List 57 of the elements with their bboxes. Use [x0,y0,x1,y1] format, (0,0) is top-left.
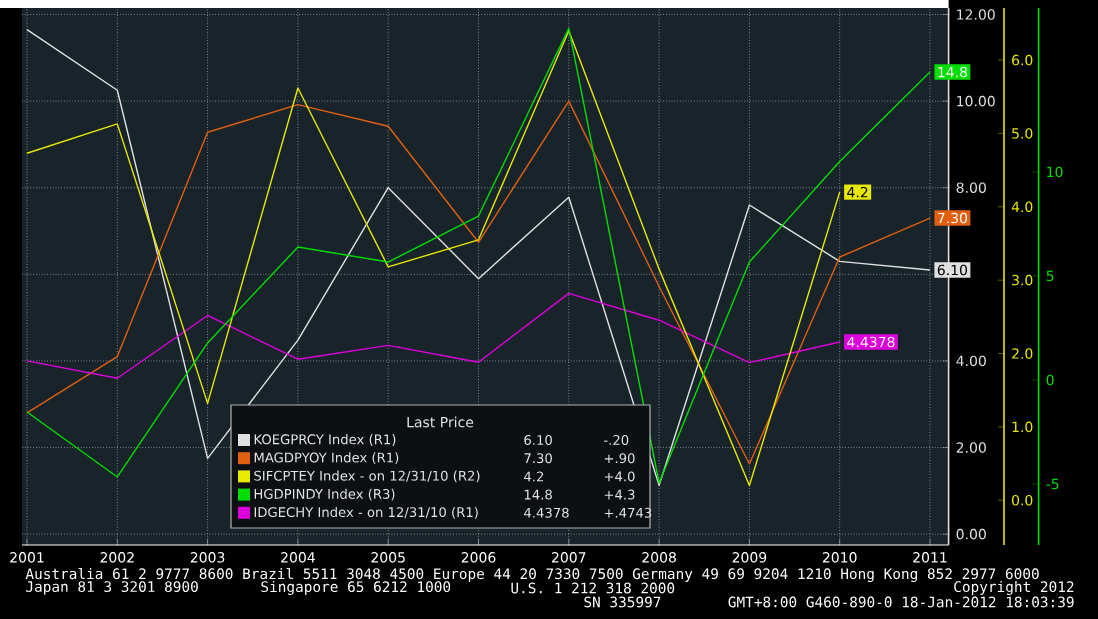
x-tick-label: 2004 [281,552,315,563]
x-tick-label: 2011 [913,552,947,563]
text: Japan 81 3 3201 8900 [26,581,198,595]
x-tick-label: 2006 [461,552,496,563]
y-tick-label: 0.00 [956,528,986,540]
y-tick-label: 10.00 [957,95,995,107]
annotation: +4.3 [604,489,635,500]
text: U.S. 1 212 318 2000 [511,582,675,594]
x-tick-label: 2008 [642,552,676,563]
legend-label: KOEGPRCY Index (R1) [254,434,396,446]
annotation: +4.0 [604,471,635,482]
line-series [26,100,931,465]
text: Singapore 65 6212 1000 [261,580,451,596]
y3-tick-label: 5 [1046,270,1054,282]
x-tick-label: 2001 [10,552,44,563]
y-tick-label: 2.00 [956,442,986,453]
text: SN 335997 [584,596,661,608]
x-tick-label: 2005 [371,552,405,563]
y2-tick-label: 3.0 [1012,274,1033,286]
text: Copyright 2012 [954,580,1074,596]
legend-label: MAGDPYOY Index (R1) [254,452,399,465]
line-series [26,292,841,379]
legend-label: HGDPINDY Index (R3) [254,488,395,501]
text: 6.10 [524,435,552,445]
x-tick-label: 2003 [190,552,225,563]
y3-tick-label: 10 [1047,166,1063,178]
data-label: 7.30 [937,212,968,224]
x-tick-label: 2010 [822,552,857,563]
data-label: 4.2 [847,186,868,198]
text: 14.8 [524,489,552,500]
legend-title: Last Price [407,416,474,428]
x-tick-label: 2009 [732,552,767,563]
y2-tick-label: 4.0 [1011,201,1033,213]
y-tick-label: 12.00 [957,9,995,20]
y2-tick-label: 6.0 [1012,54,1033,66]
x-tick-label: 2007 [552,552,586,563]
data-label: 14.8 [938,66,967,78]
data-label: 4.4378 [847,336,895,348]
y2-tick-label: 2.0 [1012,348,1033,359]
y-tick-label: 8.00 [956,182,986,193]
data-label: 6.10 [937,264,968,276]
y2-tick-label: 0.0 [1011,494,1033,506]
y2-tick-label: 1.0 [1012,421,1033,433]
text: 4.2 [524,471,544,482]
text: 4.4378 [524,507,569,518]
y3-tick-label: 0 [1046,374,1054,386]
y-tick-label: 4.00 [956,355,986,367]
annotation: +.90 [604,453,635,464]
legend-label: IDGECHY Index - on 12/31/10 (R1) [254,506,478,519]
x-tick-label: 2002 [100,552,134,563]
y2-tick-label: 5.0 [1012,128,1033,139]
annotation: +.4743 [604,507,652,518]
text: 7.30 [524,453,552,464]
y3-tick-label: -5 [1046,478,1059,490]
legend-label: SIFCPTEY Index - on 12/31/10 (R2) [254,470,480,483]
text: GMT+8:00 G460-890-0 18-Jan-2012 18:03:39 [728,596,1074,608]
annotation: -.20 [604,435,629,445]
